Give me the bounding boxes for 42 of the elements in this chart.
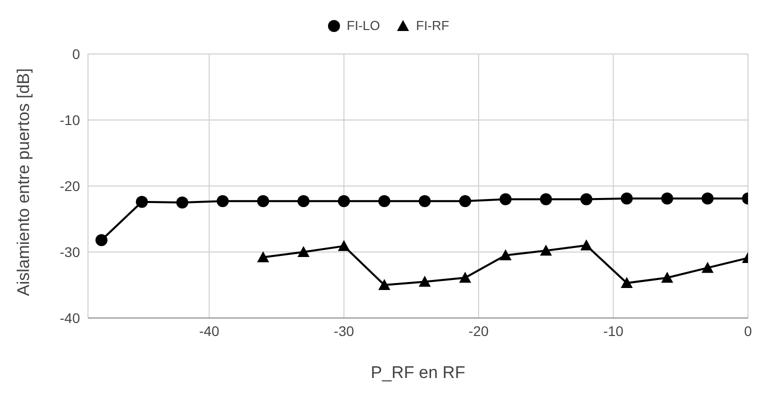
x-tick-label: 0 <box>744 322 752 339</box>
x-axis-title: P_RF en RF <box>370 363 466 382</box>
point <box>338 195 350 208</box>
legend-label: FI-LO <box>346 18 380 33</box>
point <box>702 262 714 273</box>
y-axis-title: Aislamiento entre puertos [dB] <box>14 68 34 296</box>
point <box>176 196 188 208</box>
point <box>540 244 552 256</box>
x-tick-label: -20 <box>468 322 489 339</box>
point <box>338 240 350 252</box>
point <box>459 195 472 208</box>
point <box>661 192 674 205</box>
point <box>418 195 431 208</box>
point <box>418 276 431 287</box>
x-tick-label: -30 <box>334 322 354 339</box>
point <box>257 251 270 262</box>
point <box>661 272 674 283</box>
y-tick-label: -10 <box>60 112 80 128</box>
point <box>257 195 270 208</box>
point <box>620 192 633 205</box>
point <box>500 249 512 260</box>
point <box>95 234 108 246</box>
y-tick-label: 0 <box>72 46 80 62</box>
point <box>500 193 512 206</box>
legend-label: FI-RF <box>415 18 450 33</box>
point <box>620 277 633 288</box>
point <box>580 193 592 206</box>
point <box>298 246 310 257</box>
point <box>580 239 592 250</box>
point <box>378 279 390 290</box>
x-tick-label: -10 <box>603 322 624 339</box>
point <box>136 196 148 208</box>
x-tick-label: -40 <box>199 322 220 339</box>
y-tick-label: -20 <box>60 178 80 194</box>
point <box>702 192 714 205</box>
point <box>298 195 310 208</box>
y-tick-label: -30 <box>60 244 80 260</box>
point <box>216 195 229 208</box>
y-tick-label: -40 <box>60 310 80 326</box>
point <box>540 193 552 206</box>
point <box>459 272 472 283</box>
point <box>378 195 390 208</box>
